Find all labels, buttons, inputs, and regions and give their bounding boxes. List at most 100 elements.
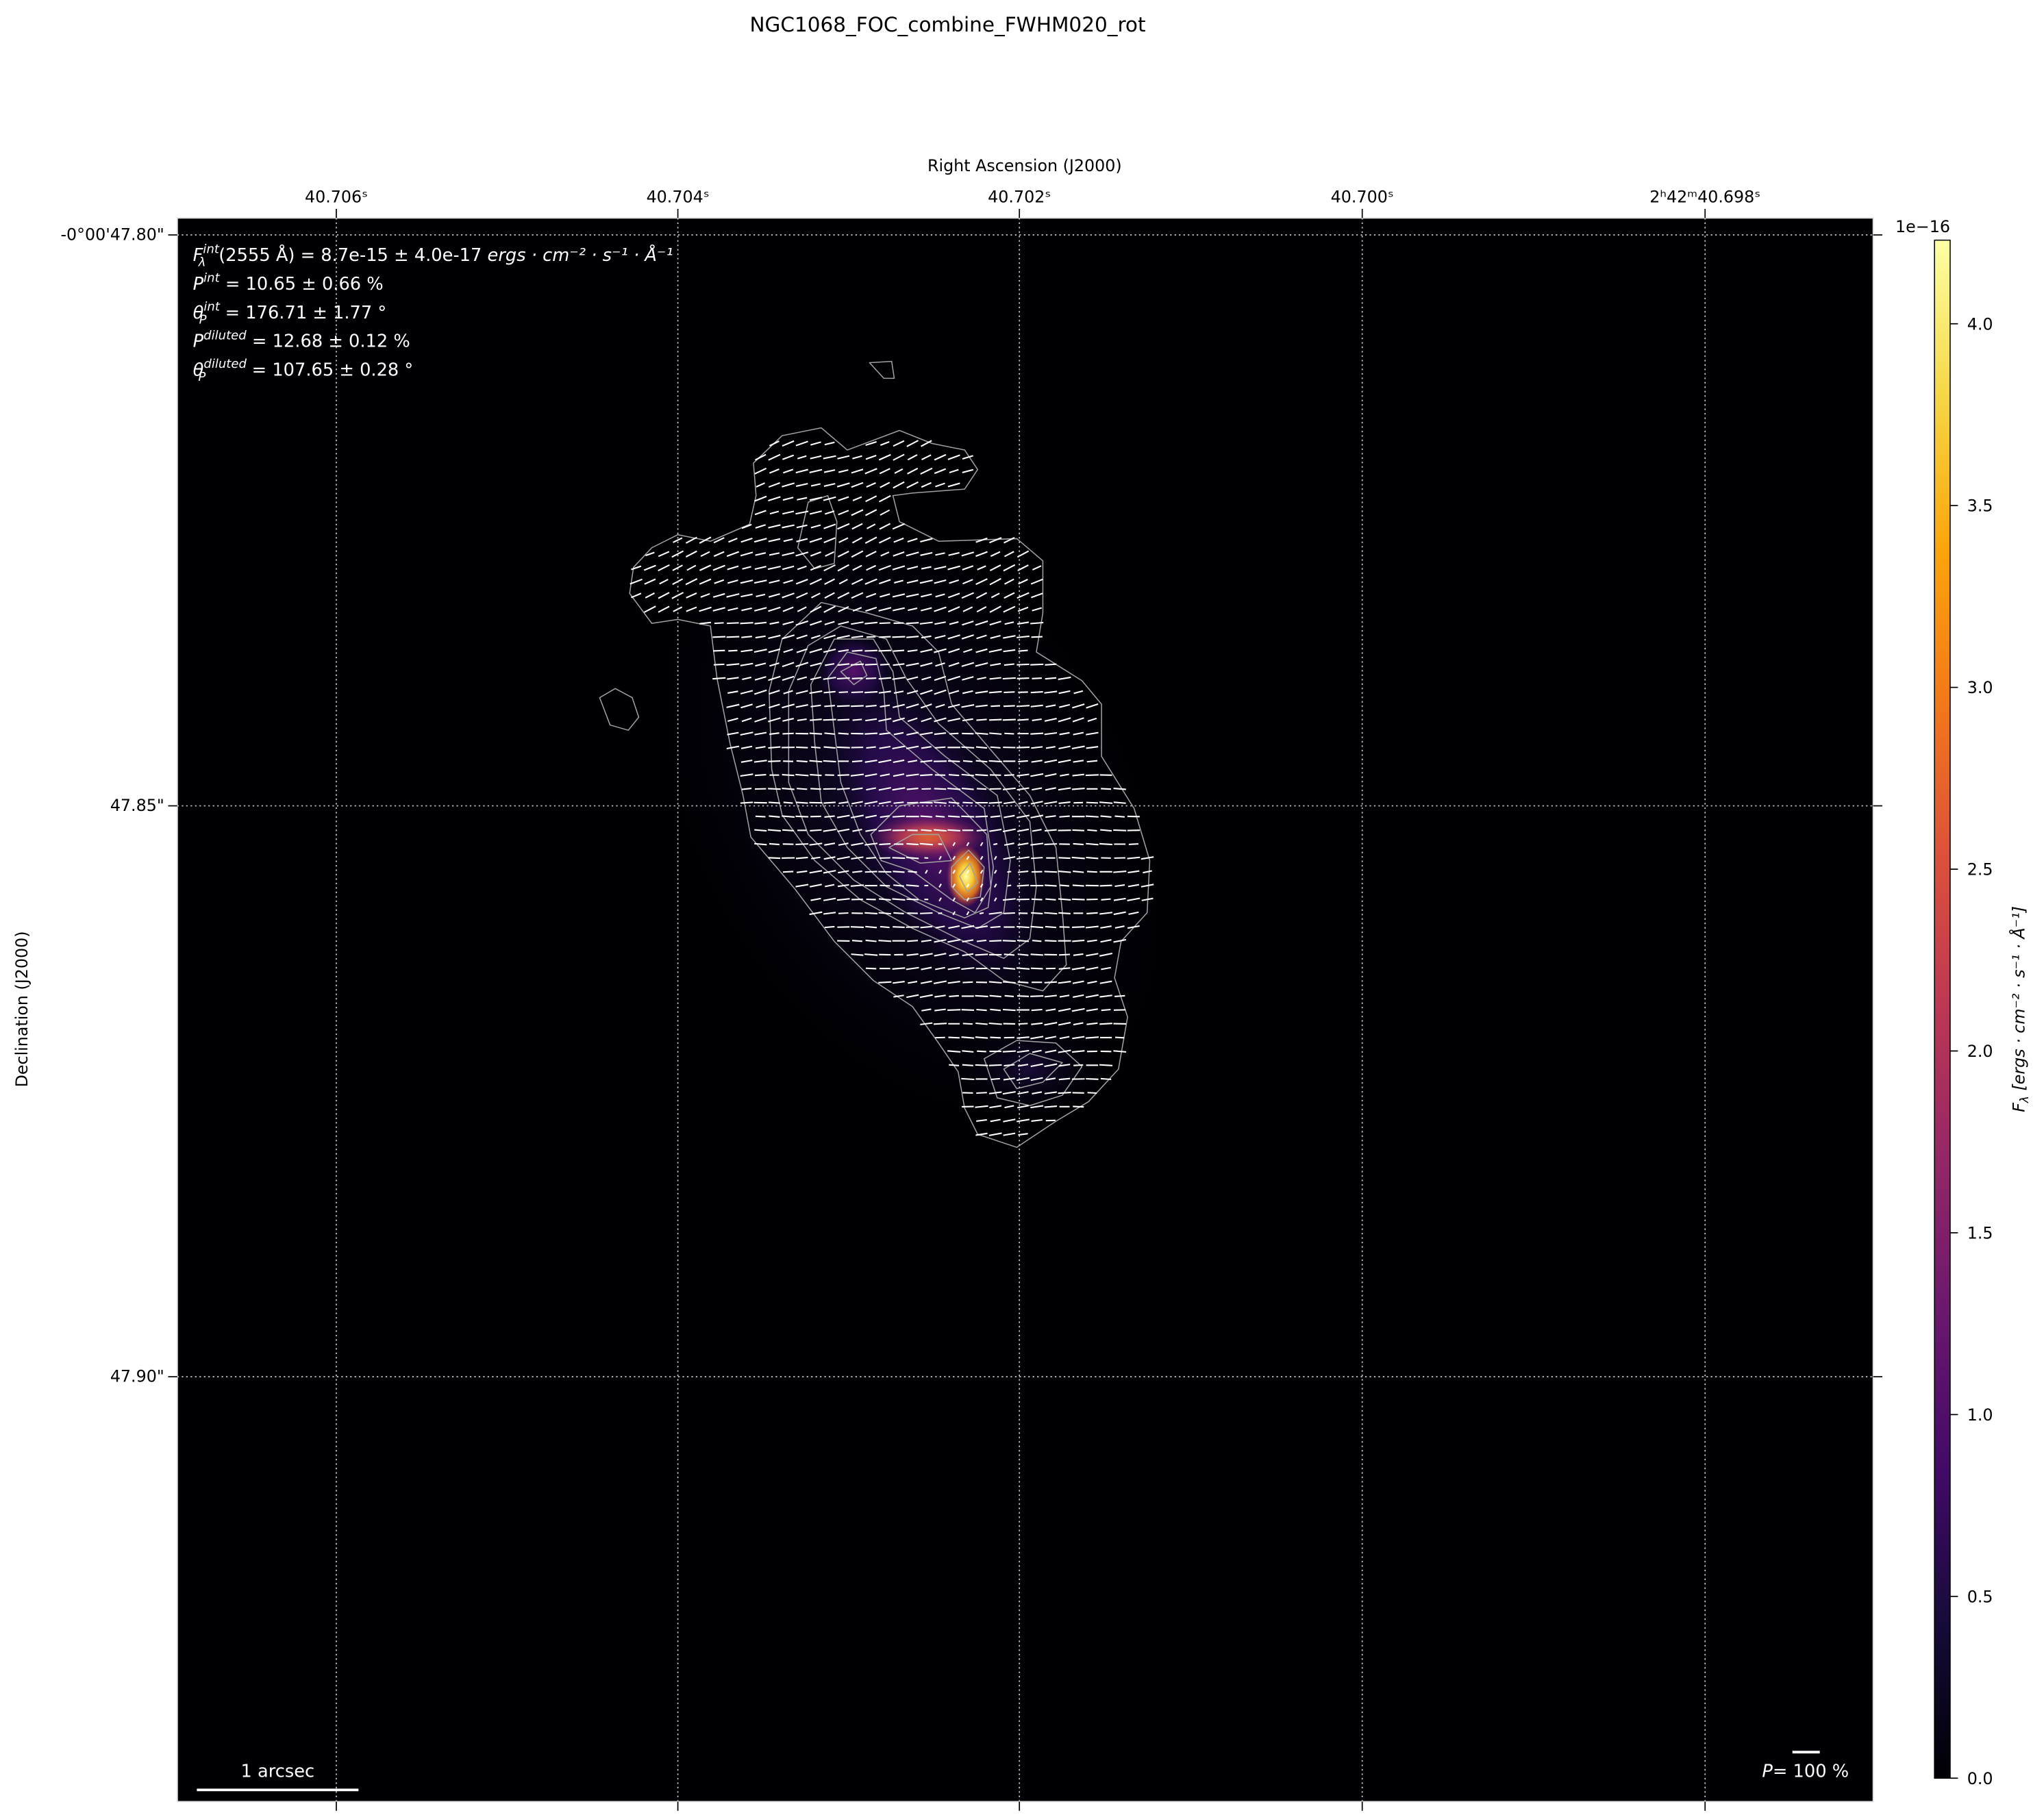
polarization-vector bbox=[1060, 773, 1069, 777]
image-axes: Fint λ (2555 Å) = 8.7e-15 ± 4.0e-17 ergs ·… bbox=[168, 208, 1883, 1811]
polarization-vector bbox=[1072, 717, 1084, 723]
flux-blob-south bbox=[958, 1023, 1102, 1115]
polarization-vector bbox=[980, 869, 984, 874]
polarization-vector bbox=[949, 994, 959, 998]
polarization-vector bbox=[768, 760, 781, 762]
polarization-vector bbox=[975, 1036, 988, 1039]
polarization-vector bbox=[1099, 994, 1112, 998]
polarization-vector bbox=[935, 966, 945, 971]
polarization-vector bbox=[1004, 953, 1015, 956]
polarization-vector bbox=[1086, 842, 1099, 846]
polarization-vector bbox=[934, 746, 946, 749]
polarization-vector bbox=[809, 578, 822, 586]
polarization-vector bbox=[892, 593, 906, 598]
polarization-vector bbox=[864, 578, 877, 585]
polarization-vector bbox=[920, 467, 933, 475]
polarization-vector bbox=[810, 605, 822, 613]
y-tick-label: 47.90" bbox=[110, 1367, 164, 1386]
polarization-vector bbox=[962, 953, 974, 957]
polarization-vector bbox=[809, 842, 823, 846]
polarization-vector bbox=[1003, 1077, 1015, 1081]
polarization-vector bbox=[769, 552, 780, 556]
polarization-vector bbox=[879, 745, 891, 749]
contour-level-8 bbox=[888, 834, 952, 864]
polarization-vector bbox=[961, 815, 975, 818]
polarization-vector bbox=[795, 440, 808, 447]
polarization-vector bbox=[727, 607, 738, 612]
polarization-vector bbox=[961, 1036, 975, 1039]
polarization-vector bbox=[1058, 745, 1071, 750]
polarization-vector bbox=[966, 842, 970, 847]
annotation-unit: ergs · cm⁻² · s⁻¹ · Å⁻¹ bbox=[488, 244, 673, 266]
polarization-vector bbox=[837, 663, 850, 666]
polarization-vector bbox=[963, 649, 973, 653]
polarization-vector bbox=[920, 815, 932, 818]
polarization-vector bbox=[1003, 855, 1016, 860]
polarization-vector bbox=[1002, 828, 1016, 833]
polarization-vector bbox=[823, 564, 836, 572]
polarization-vector bbox=[947, 981, 960, 984]
y-tick-label: -0°00'47.80" bbox=[60, 225, 164, 245]
polarization-vector bbox=[810, 718, 822, 721]
polarization-vector bbox=[768, 496, 781, 502]
polarization-vector bbox=[851, 856, 864, 860]
polarization-vector bbox=[952, 897, 956, 902]
polarization-vector bbox=[1101, 898, 1111, 901]
polarization-vector bbox=[782, 703, 795, 709]
polarization-vector bbox=[906, 788, 919, 790]
polarization-vector bbox=[938, 869, 942, 874]
polarization-vector bbox=[961, 634, 974, 640]
polarization-vector bbox=[837, 884, 849, 888]
polarization-vector bbox=[865, 828, 877, 832]
polarization-vector bbox=[947, 565, 961, 571]
polarization-vector bbox=[906, 953, 919, 956]
polarization-vector bbox=[1099, 952, 1113, 957]
polarization-vector bbox=[1044, 871, 1058, 873]
polarization-vector bbox=[966, 897, 970, 902]
contour-level-9 bbox=[951, 849, 985, 901]
polarization-vector bbox=[851, 787, 863, 790]
polarization-vector bbox=[768, 648, 781, 653]
polarization-vector bbox=[795, 662, 809, 668]
polarization-vector bbox=[825, 551, 835, 557]
polarization-vector bbox=[837, 455, 850, 460]
polarization-vector bbox=[838, 537, 849, 543]
polarization-vector bbox=[865, 814, 877, 818]
polarization-vector bbox=[1004, 994, 1014, 998]
polarization-vector bbox=[976, 634, 987, 640]
polarization-vector bbox=[768, 788, 781, 790]
polarization-vector bbox=[1058, 1022, 1071, 1026]
polarization-vector bbox=[935, 925, 945, 929]
polarization-vector bbox=[755, 662, 766, 667]
polarization-vector bbox=[768, 675, 781, 681]
polarization-vector bbox=[823, 483, 836, 487]
polarization-vector bbox=[976, 788, 987, 790]
polarization-vector bbox=[824, 815, 835, 818]
polarization-vector bbox=[1030, 967, 1043, 970]
polarization-vector bbox=[1045, 746, 1056, 749]
polarization-vector bbox=[867, 523, 876, 529]
polarization-vector bbox=[1086, 746, 1099, 749]
polarization-vector bbox=[962, 455, 973, 460]
polarization-vector bbox=[809, 884, 822, 888]
polarization-vector bbox=[975, 648, 988, 653]
polarization-vector bbox=[921, 440, 932, 447]
polarization-vector bbox=[962, 939, 974, 943]
polarization-vector bbox=[836, 746, 850, 749]
polarization-vector bbox=[782, 497, 794, 501]
polarization-vector bbox=[809, 497, 823, 501]
polarization-vector bbox=[934, 635, 946, 639]
polarization-vector bbox=[658, 551, 670, 558]
polarization-vector bbox=[851, 635, 864, 638]
annotation-symbol: P bbox=[193, 331, 204, 352]
polarization-vector bbox=[1044, 1022, 1058, 1026]
colorbar: 0.0 0.5 1.0 1.5 2.0 2.5 3.0 3.5 4.0 1e−16 Fλ [er… bbox=[1895, 217, 2032, 1788]
polarization-vector bbox=[1017, 592, 1030, 599]
annotation-superscript: diluted bbox=[203, 328, 247, 342]
polarization-vector bbox=[768, 746, 781, 749]
polarization-vector bbox=[769, 732, 780, 736]
polarization-vector bbox=[686, 564, 697, 571]
polarization-vector bbox=[878, 453, 891, 461]
polarization-vector bbox=[976, 1092, 987, 1094]
polarization-vector bbox=[975, 551, 988, 558]
